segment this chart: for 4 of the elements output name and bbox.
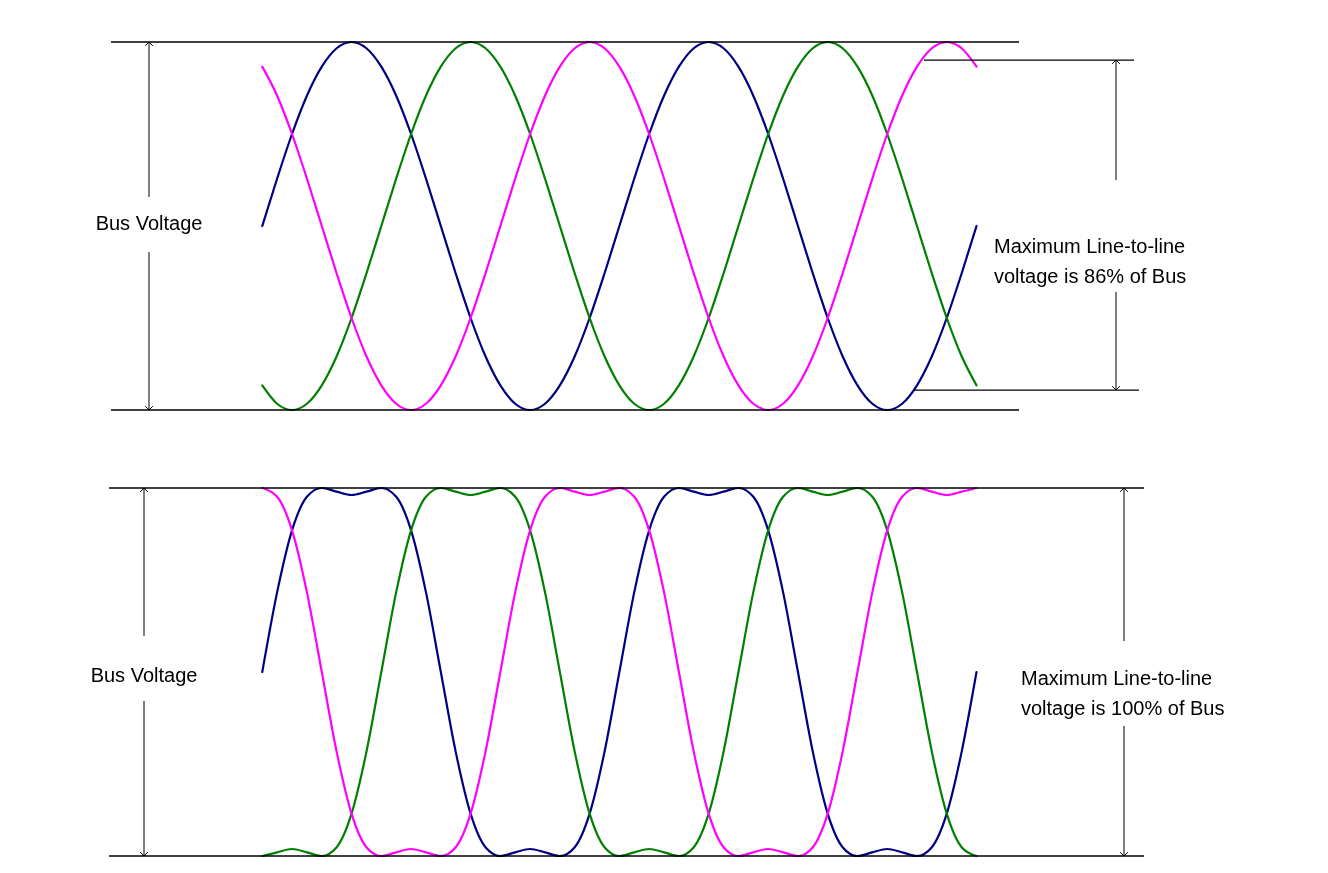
text: Maximum Line-to-line voltage is 100% of Bus	[1021, 667, 1225, 719]
text: Bus Voltage	[95, 212, 203, 234]
text: Maximum Line-to-line voltage is 86% of Bus	[994, 235, 1187, 287]
text: Bus Voltage	[90, 664, 198, 686]
